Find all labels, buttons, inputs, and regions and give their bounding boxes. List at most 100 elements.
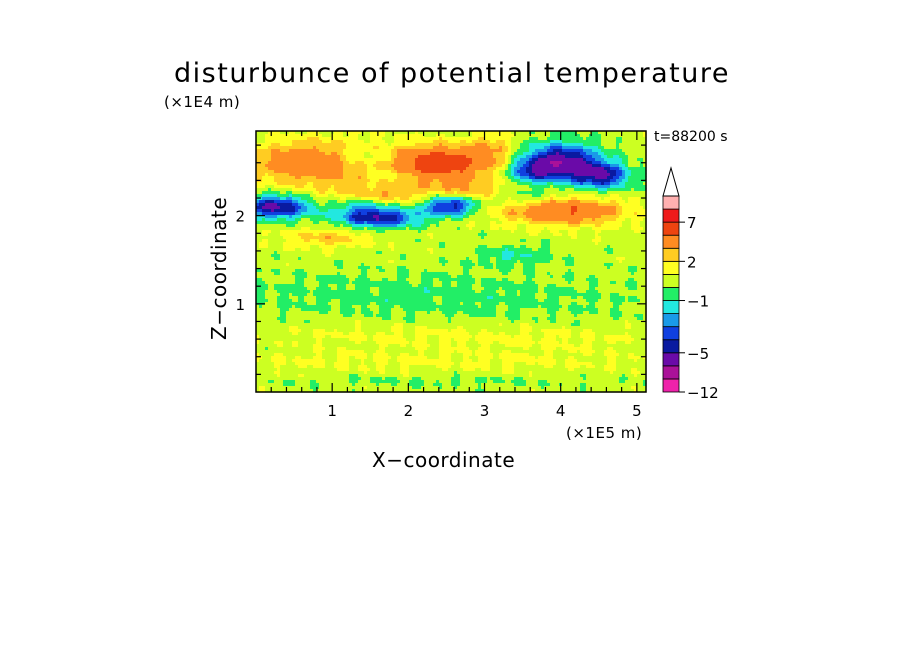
heatmap-cell [520,332,530,336]
heatmap-cell [316,389,353,393]
heatmap-cell [469,209,479,213]
heatmap-cell [352,212,359,216]
heatmap-cell [544,287,575,291]
heatmap-cell [490,362,503,366]
heatmap-cell [262,239,269,243]
heatmap-cell [337,152,344,156]
heatmap-cell [568,368,575,372]
heatmap-cell [385,203,389,207]
heatmap-cell [409,281,422,285]
heatmap-cell [385,365,401,369]
heatmap-cell [439,353,452,357]
heatmap-cell [547,311,557,315]
heatmap-cell [517,182,533,186]
heatmap-cell [472,206,482,210]
heatmap-cell [610,173,617,177]
heatmap-cell [610,185,626,189]
heatmap-cell [256,344,278,348]
heatmap-cell [385,368,401,372]
heatmap-cell [430,251,434,255]
heatmap-cell [538,356,554,360]
heatmap-cell [619,305,647,309]
heatmap-cell [469,188,494,192]
heatmap-cell [283,245,311,249]
heatmap-cell [295,362,326,366]
heatmap-cell [448,146,461,150]
heatmap-cell [538,287,545,291]
heatmap-cell [358,275,368,279]
heatmap-cell [466,209,470,213]
heatmap-cell [538,152,548,156]
heatmap-cell [595,338,605,342]
heatmap-cell [274,200,293,204]
heatmap-cell [298,203,305,207]
heatmap-cell [256,341,260,345]
heatmap-cell [349,365,359,369]
heatmap-cell [439,137,443,141]
heatmap-cell [325,215,344,219]
heatmap-cell [622,167,629,171]
heatmap-cell [508,218,518,222]
heatmap-cell [418,185,431,189]
heatmap-cell [361,323,395,327]
heatmap-cell [355,194,383,198]
heatmap-cell [370,152,392,156]
heatmap-cell [427,341,440,345]
heatmap-cell [559,308,569,312]
heatmap-cell [355,320,362,324]
heatmap-cell [325,191,338,195]
heatmap-cell [322,350,338,354]
heatmap-cell [436,203,455,207]
heatmap-cell [532,374,581,378]
heatmap-cell [301,356,314,360]
heatmap-cell [343,332,350,336]
heatmap-cell [409,353,419,357]
heatmap-cell [616,218,626,222]
heatmap-cell [412,341,428,345]
heatmap-cell [271,269,281,273]
heatmap-cell [568,338,584,342]
heatmap-cell [295,206,302,210]
heatmap-cell [520,326,533,330]
heatmap-cell [517,191,545,195]
heatmap-cell [550,260,566,264]
heatmap-cell [337,368,350,372]
heatmap-cell [526,245,542,249]
heatmap-cell [430,197,434,201]
heatmap-cell [439,194,467,198]
heatmap-cell [256,191,263,195]
heatmap-cell [388,245,395,249]
heatmap-cell [409,383,425,387]
heatmap-cell [379,209,401,213]
heatmap-cell [451,200,461,204]
heatmap-cell [454,371,458,375]
heatmap-cell [568,308,599,312]
heatmap-cell [265,293,281,297]
heatmap-cell [310,227,353,231]
heatmap-cell [394,197,401,201]
heatmap-cell [361,305,368,309]
heatmap-cell [538,383,551,387]
heatmap-cell [394,134,425,138]
heatmap-cell [256,188,269,192]
heatmap-cell [337,350,365,354]
heatmap-cell [547,296,560,300]
heatmap-cell [595,287,629,291]
heatmap-cell [547,227,581,231]
heatmap-cell [436,380,440,384]
heatmap-cell [256,308,281,312]
heatmap-cell [277,374,281,378]
heatmap-cell [319,149,344,153]
heatmap-cell [349,356,356,360]
heatmap-cell [562,383,581,387]
heatmap-cell [619,377,629,381]
heatmap-cell [598,281,611,285]
heatmap-cell [367,269,380,273]
heatmap-cell [529,176,536,180]
heatmap-cell [523,347,530,351]
heatmap-cell [538,341,560,345]
heatmap-cell [343,152,365,156]
heatmap-cell [568,254,572,258]
heatmap-cell [259,203,266,207]
heatmap-cell [586,377,620,381]
